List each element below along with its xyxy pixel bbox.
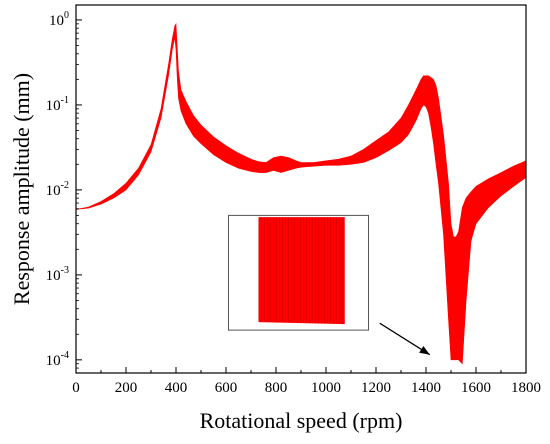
inset-panel [228, 214, 369, 331]
x-tick-label: 800 [265, 380, 288, 396]
axes: 0 200 400 600 800 1000 1200 1400 1600 1800 10-4 10-… [46, 10, 541, 396]
plot-area [76, 22, 526, 365]
y-tick-label: 100 [49, 10, 69, 29]
x-tick-label: 600 [215, 380, 238, 396]
y-tick-label: 10-4 [46, 350, 69, 369]
x-tick-label: 1600 [461, 380, 491, 396]
x-tick-label: 1200 [361, 380, 391, 396]
annotation-arrow-head [419, 345, 430, 355]
x-tick-label: 1400 [411, 380, 441, 396]
x-tick-label: 1800 [511, 380, 541, 396]
x-tick-label: 0 [72, 380, 80, 396]
x-tick-label: 1000 [311, 380, 341, 396]
y-tick-label: 10-2 [46, 180, 69, 199]
series-band-0 [76, 22, 526, 365]
x-tick-label: 400 [165, 380, 188, 396]
y-tick-label: 10-1 [46, 95, 69, 114]
y-tick-label: 10-3 [46, 265, 69, 284]
inset-band [258, 217, 345, 325]
x-axis-title: Rotational speed (rpm) [200, 408, 403, 433]
x-tick-label: 200 [115, 380, 138, 396]
y-axis-title: Response amplitude (mm) [9, 73, 34, 305]
annotation-layer [379, 322, 431, 356]
